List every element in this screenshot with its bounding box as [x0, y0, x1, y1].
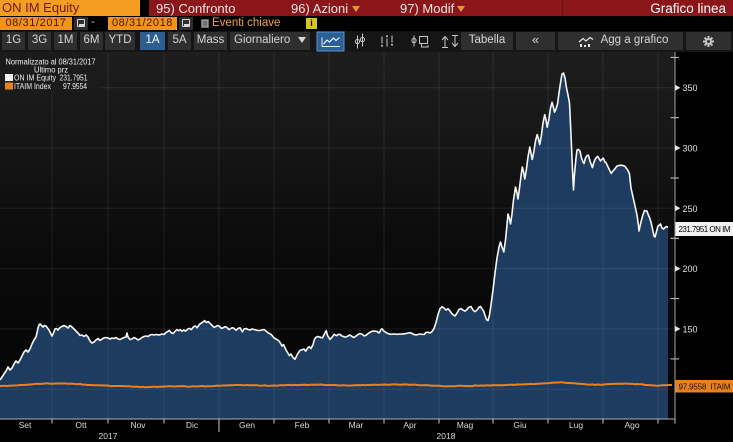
svg-text:350: 350 [683, 83, 698, 93]
svg-text:Set: Set [19, 420, 32, 430]
svg-text:97.9554: 97.9554 [63, 82, 87, 91]
svg-text:Ott: Ott [75, 420, 87, 430]
svg-text:2018: 2018 [437, 431, 456, 441]
svg-text:Dic: Dic [186, 420, 199, 430]
svg-text:250: 250 [683, 204, 698, 214]
svg-text:Apr: Apr [403, 420, 416, 430]
svg-text:Giu: Giu [513, 420, 527, 430]
svg-text:Ultimo prz: Ultimo prz [34, 66, 68, 75]
svg-text:Nov: Nov [130, 420, 146, 430]
svg-text:ON IM Equity: ON IM Equity [14, 74, 56, 83]
svg-text:300: 300 [683, 144, 698, 154]
svg-text:Ago: Ago [624, 420, 639, 430]
svg-text:Mar: Mar [349, 420, 364, 430]
svg-text:231.7951: 231.7951 [60, 74, 88, 83]
svg-text:200: 200 [683, 264, 698, 274]
svg-text:Feb: Feb [295, 420, 310, 430]
svg-text:Lug: Lug [569, 420, 583, 430]
svg-text:150: 150 [683, 324, 698, 334]
svg-text:Mag: Mag [457, 420, 474, 430]
svg-text:97.9558 ITAIM: 97.9558 ITAIM [679, 383, 731, 392]
svg-text:2017: 2017 [99, 431, 118, 441]
svg-text:ITAIM Index: ITAIM Index [14, 82, 51, 91]
svg-text:Gen: Gen [239, 420, 255, 430]
svg-text:Normalizzato al 08/31/2017: Normalizzato al 08/31/2017 [6, 58, 97, 67]
svg-text:231.7951 ON IM: 231.7951 ON IM [679, 225, 731, 234]
